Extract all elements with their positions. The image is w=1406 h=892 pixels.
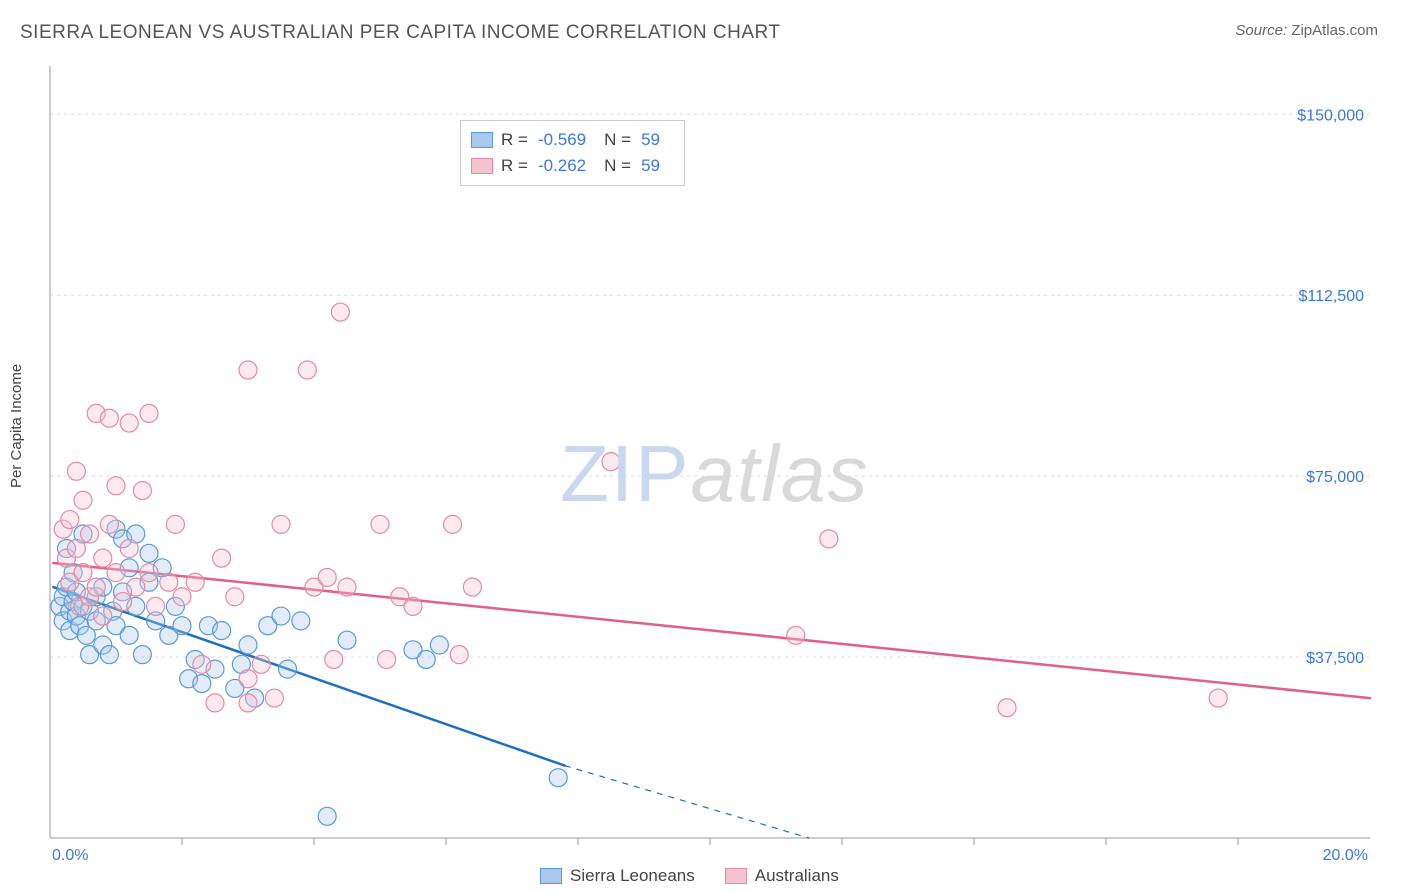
legend-swatch xyxy=(540,868,562,884)
r-value: -0.262 xyxy=(538,156,586,176)
source-label: Source: xyxy=(1235,22,1287,39)
svg-text:$112,500: $112,500 xyxy=(1298,288,1364,305)
legend-label: Sierra Leoneans xyxy=(570,866,695,886)
r-value: -0.569 xyxy=(538,130,586,150)
legend-stat-row: R = -0.569 N = 59 xyxy=(471,127,670,153)
y-axis-label: Per Capita Income xyxy=(8,364,25,488)
r-label: R = xyxy=(501,156,528,176)
correlation-legend: R = -0.569 N = 59 R = -0.262 N = 59 xyxy=(460,120,685,186)
legend-item: Australians xyxy=(725,866,839,886)
n-value: 59 xyxy=(641,130,660,150)
svg-text:$75,000: $75,000 xyxy=(1306,469,1364,486)
source-value: ZipAtlas.com xyxy=(1291,22,1378,39)
legend-swatch xyxy=(471,132,493,148)
svg-text:20.0%: 20.0% xyxy=(1323,847,1368,862)
svg-text:0.0%: 0.0% xyxy=(52,847,88,862)
source-attribution: Source: ZipAtlas.com xyxy=(1235,22,1378,39)
legend-label: Australians xyxy=(755,866,839,886)
svg-text:$150,000: $150,000 xyxy=(1297,107,1364,124)
chart-container: Per Capita Income ZIPatlas $37,500$75,00… xyxy=(0,58,1406,892)
r-label: R = xyxy=(501,130,528,150)
chart-title: SIERRA LEONEAN VS AUSTRALIAN PER CAPITA … xyxy=(20,22,781,44)
n-label: N = xyxy=(604,156,631,176)
n-value: 59 xyxy=(641,156,660,176)
legend-swatch xyxy=(725,868,747,884)
legend-swatch xyxy=(471,158,493,174)
legend-stat-row: R = -0.262 N = 59 xyxy=(471,153,670,179)
n-label: N = xyxy=(604,130,631,150)
series-legend: Sierra Leoneans Australians xyxy=(540,866,839,886)
svg-text:$37,500: $37,500 xyxy=(1306,650,1364,667)
legend-item: Sierra Leoneans xyxy=(540,866,695,886)
scatter-chart: $37,500 $75,000 $112,500 $150,000 0.0% 20.0% xyxy=(0,58,1406,862)
